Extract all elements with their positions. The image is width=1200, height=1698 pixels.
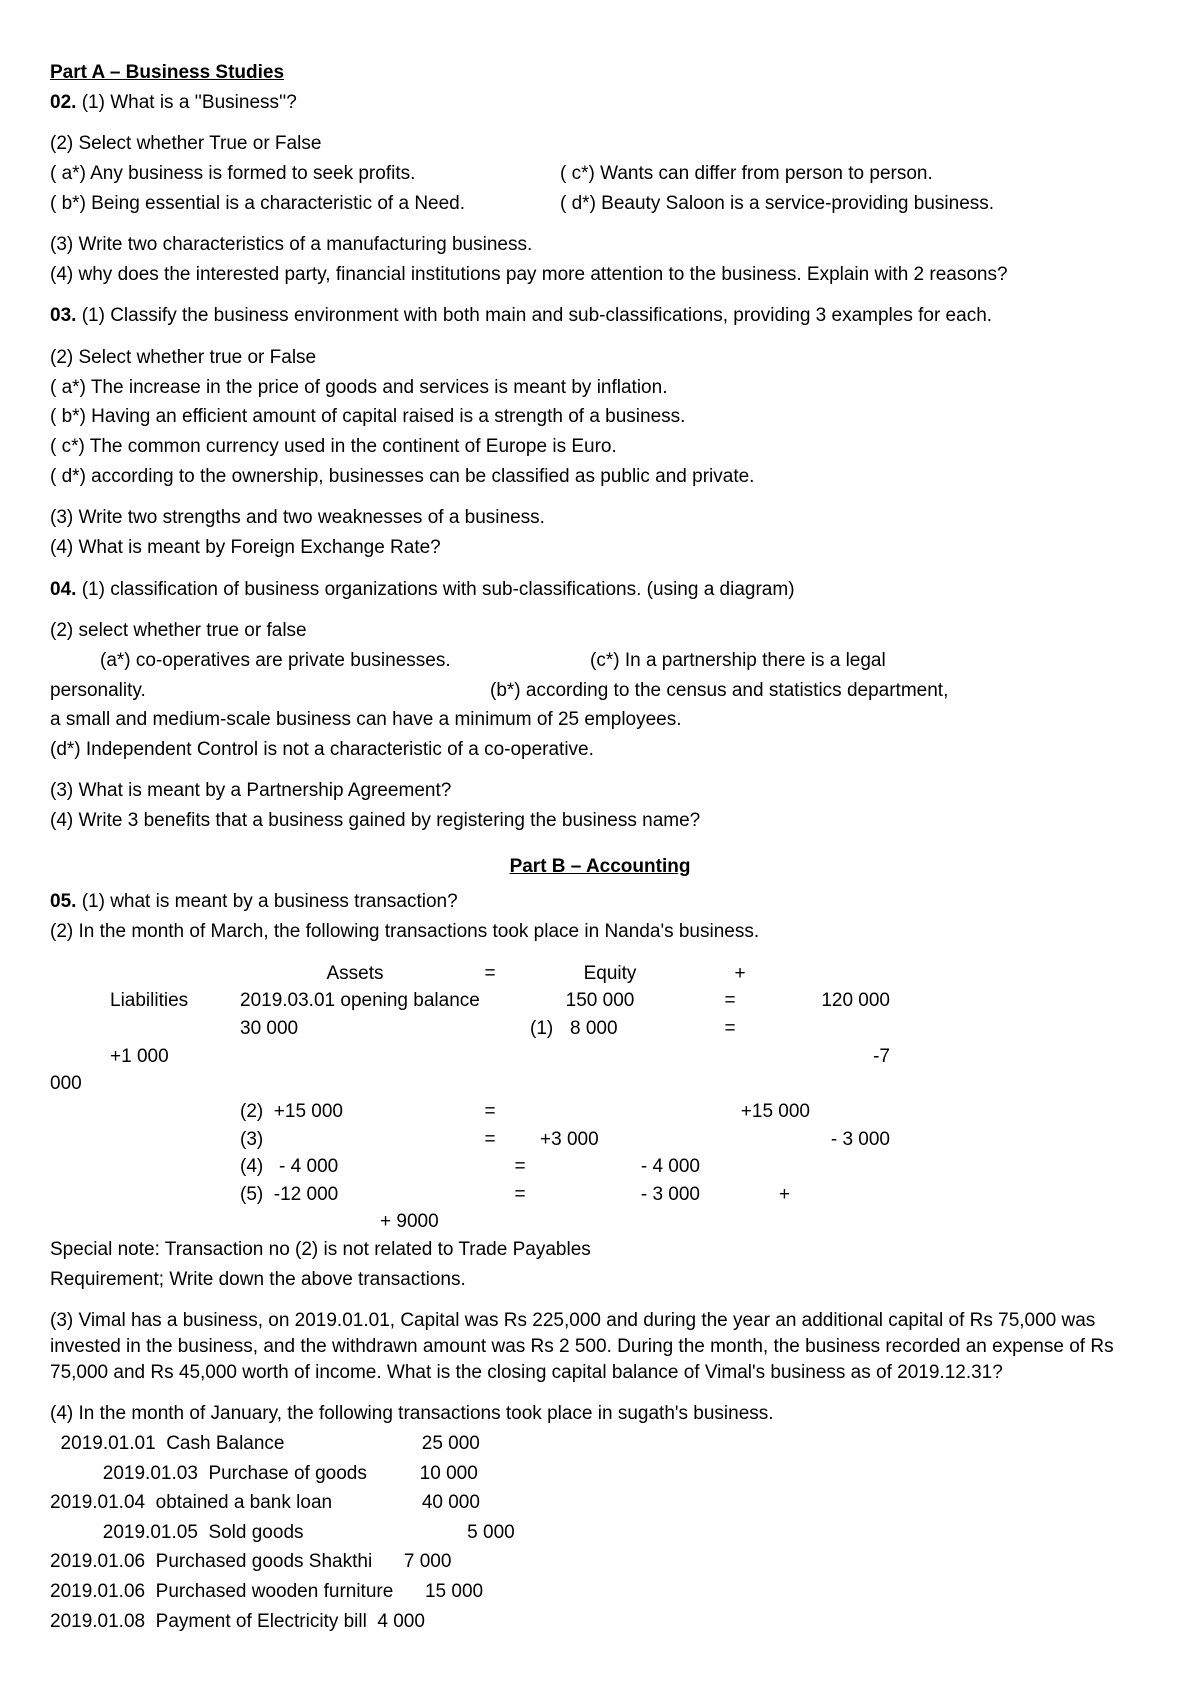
q03-c: ( c*) The common currency used in the co… bbox=[50, 434, 1150, 460]
eq-3-neg: - 3 000 bbox=[670, 1127, 890, 1153]
eq-9000: + 9000 bbox=[380, 1209, 480, 1235]
eq-4-eq: = bbox=[470, 1154, 570, 1180]
q05-line1: 05. (1) what is meant by a business tran… bbox=[50, 889, 1150, 915]
eq-row3: (3) = +3 000 - 3 000 bbox=[50, 1127, 1150, 1153]
q03-num: 03. bbox=[50, 305, 76, 326]
q05-q2: (2) In the month of March, the following… bbox=[50, 919, 1150, 945]
eq-opening: 2019.03.01 opening balance bbox=[240, 988, 530, 1014]
q04-q1: (1) classification of business organizat… bbox=[82, 579, 795, 600]
q05-t7: 2019.01.08 Payment of Electricity bill 4… bbox=[50, 1609, 1150, 1635]
q03-q4: (4) What is meant by Foreign Exchange Ra… bbox=[50, 535, 1150, 561]
q04-tf-row1: (a*) co-operatives are private businesse… bbox=[50, 648, 1150, 674]
q02-q2-intro: (2) Select whether True or False bbox=[50, 131, 1150, 157]
q04-line1: 04. (1) classification of business organ… bbox=[50, 577, 1150, 603]
eq-5-eq: = bbox=[470, 1182, 570, 1208]
q02-tf-row2: ( b*) Being essential is a characteristi… bbox=[50, 191, 1150, 217]
q04-b: (b*) according to the census and statist… bbox=[490, 678, 948, 704]
q02-q4: (4) why does the interested party, finan… bbox=[50, 262, 1150, 288]
q04-d: (d*) Independent Control is not a charac… bbox=[50, 737, 1150, 763]
q05-q4-intro: (4) In the month of January, the followi… bbox=[50, 1401, 1150, 1427]
eq-equity: Equity bbox=[540, 961, 680, 987]
eq-120000: 120 000 bbox=[790, 988, 890, 1014]
q02-num: 02. bbox=[50, 92, 76, 113]
eq-5-val: - 3 000 bbox=[570, 1182, 700, 1208]
q04-personality: personality. bbox=[50, 678, 490, 704]
eq-8000: 8 000 bbox=[570, 1016, 670, 1042]
eq-liab: Liabilities bbox=[110, 988, 240, 1014]
eq-2-eq: = bbox=[440, 1099, 540, 1125]
q02-q3: (3) Write two characteristics of a manuf… bbox=[50, 232, 1150, 258]
q04-a: (a*) co-operatives are private businesse… bbox=[50, 648, 590, 674]
equation-block: Assets = Equity + Liabilities 2019.03.01… bbox=[50, 961, 1150, 1235]
q04-q4: (4) Write 3 benefits that a business gai… bbox=[50, 808, 1150, 834]
eq-plus1000: +1 000 bbox=[110, 1044, 240, 1070]
eq-9000-row: + 9000 bbox=[50, 1209, 1150, 1235]
eq-000: 000 bbox=[50, 1071, 110, 1097]
eq-5-plus: + bbox=[700, 1182, 790, 1208]
eq-5: (5) -12 000 bbox=[240, 1182, 470, 1208]
q03-q3: (3) Write two strengths and two weakness… bbox=[50, 505, 1150, 531]
q05-num: 05. bbox=[50, 891, 76, 912]
q05-q3: (3) Vimal has a business, on 2019.01.01,… bbox=[50, 1308, 1150, 1385]
q02-line1: 02. (1) What is a ''Business''? bbox=[50, 90, 1150, 116]
eq-3-eq: = bbox=[440, 1127, 540, 1153]
eq-3-3000: +3 000 bbox=[540, 1127, 670, 1153]
eq-1-label: (1) bbox=[530, 1016, 570, 1042]
q03-b: ( b*) Having an efficient amount of capi… bbox=[50, 404, 1150, 430]
q05-t2: 2019.01.03 Purchase of goods 10 000 bbox=[50, 1461, 1150, 1487]
q04-q2-intro: (2) select whether true or false bbox=[50, 618, 1150, 644]
q05-t5: 2019.01.06 Purchased goods Shakthi 7 000 bbox=[50, 1549, 1150, 1575]
q02-b: ( b*) Being essential is a characteristi… bbox=[50, 191, 560, 217]
q04-tf-row2: personality. (b*) according to the censu… bbox=[50, 678, 1150, 704]
q02-a: ( a*) Any business is formed to seek pro… bbox=[50, 161, 560, 187]
eq-plus: + bbox=[680, 961, 800, 987]
q03-a: ( a*) The increase in the price of goods… bbox=[50, 375, 1150, 401]
q04-num: 04. bbox=[50, 579, 76, 600]
eq-2: (2) +15 000 bbox=[240, 1099, 440, 1125]
q02-tf-row1: ( a*) Any business is formed to seek pro… bbox=[50, 161, 1150, 187]
q04-q3: (3) What is meant by a Partnership Agree… bbox=[50, 778, 1150, 804]
q04-line3: a small and medium-scale business can ha… bbox=[50, 707, 1150, 733]
q04-c: (c*) In a partnership there is a legal bbox=[590, 648, 886, 674]
q05-t3: 2019.01.04 obtained a bank loan 40 000 bbox=[50, 1490, 1150, 1516]
eq-30000-row: 30 000 (1) 8 000 = bbox=[50, 1016, 1150, 1042]
q05-t1: 2019.01.01 Cash Balance 25 000 bbox=[50, 1431, 1150, 1457]
eq-opening-row: Liabilities 2019.03.01 opening balance 1… bbox=[50, 988, 1150, 1014]
eq-000-row: 000 bbox=[50, 1071, 1150, 1097]
eq-row2: (2) +15 000 = +15 000 bbox=[50, 1099, 1150, 1125]
eq-row5: (5) -12 000 = - 3 000 + bbox=[50, 1182, 1150, 1208]
q05-t4: 2019.01.05 Sold goods 5 000 bbox=[50, 1520, 1150, 1546]
q05-q1: (1) what is meant by a business transact… bbox=[82, 891, 458, 912]
eq-eq2: = bbox=[670, 988, 790, 1014]
eq-3: (3) bbox=[240, 1127, 440, 1153]
q02-c: ( c*) Wants can differ from person to pe… bbox=[560, 161, 933, 187]
q03-d: ( d*) according to the ownership, busine… bbox=[50, 464, 1150, 490]
q03-q1: (1) Classify the business environment wi… bbox=[82, 305, 992, 326]
eq-neg7: -7 bbox=[790, 1044, 890, 1070]
eq-row4: (4) - 4 000 = - 4 000 bbox=[50, 1154, 1150, 1180]
q05-note1: Special note: Transaction no (2) is not … bbox=[50, 1237, 1150, 1263]
eq-1-eq: = bbox=[670, 1016, 790, 1042]
eq-30000: 30 000 bbox=[240, 1016, 530, 1042]
q03-q2-intro: (2) Select whether true or False bbox=[50, 345, 1150, 371]
q05-note2: Requirement; Write down the above transa… bbox=[50, 1267, 1150, 1293]
eq-assets: Assets bbox=[270, 961, 440, 987]
q03-line1: 03. (1) Classify the business environmen… bbox=[50, 303, 1150, 329]
eq-2-val: +15 000 bbox=[670, 1099, 810, 1125]
q02-q1: (1) What is a ''Business''? bbox=[82, 92, 297, 113]
eq-plus1000-row: +1 000 -7 bbox=[50, 1044, 1150, 1070]
part-b-header: Part B – Accounting bbox=[50, 854, 1150, 880]
eq-header-row: Assets = Equity + bbox=[50, 961, 1150, 987]
eq-eq1: = bbox=[440, 961, 540, 987]
eq-4-val: - 4 000 bbox=[570, 1154, 700, 1180]
q05-t6: 2019.01.06 Purchased wooden furniture 15… bbox=[50, 1579, 1150, 1605]
eq-150000: 150 000 bbox=[530, 988, 670, 1014]
part-a-header: Part A – Business Studies bbox=[50, 60, 1150, 86]
q02-d: ( d*) Beauty Saloon is a service-providi… bbox=[560, 191, 994, 217]
eq-4: (4) - 4 000 bbox=[240, 1154, 470, 1180]
